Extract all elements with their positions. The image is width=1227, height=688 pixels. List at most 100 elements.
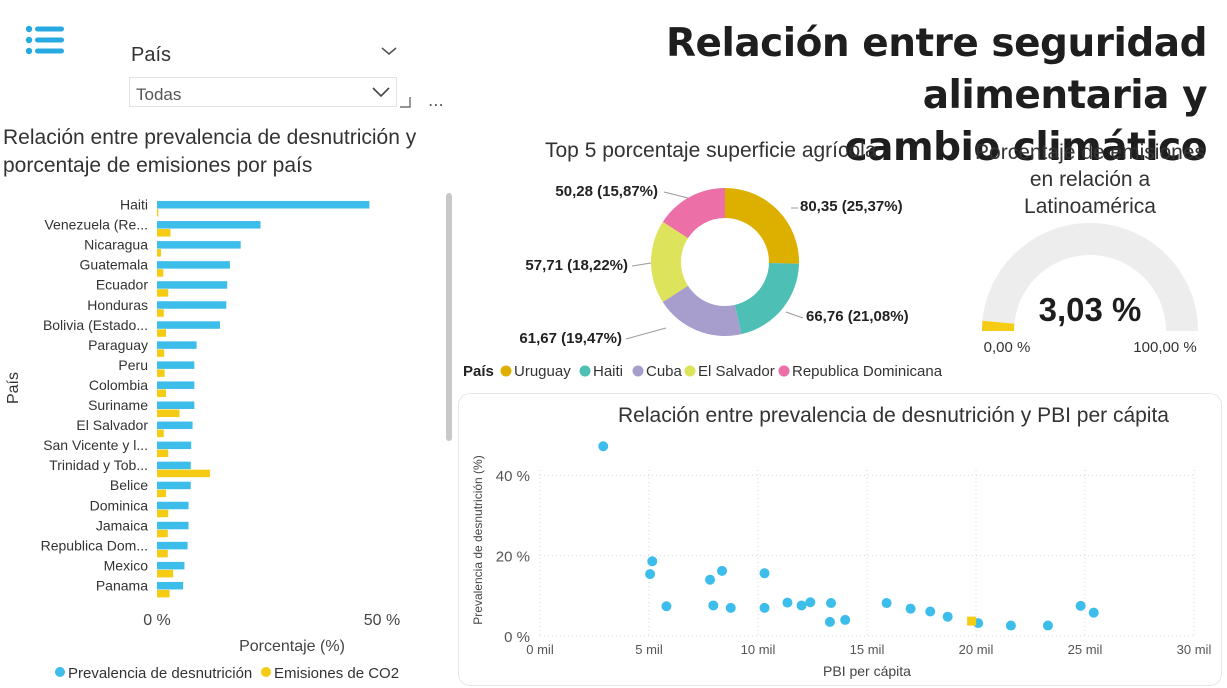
bar-emisiones (157, 429, 164, 438)
scatter-point (824, 616, 835, 627)
gauge-min-label: 0,00 % (984, 339, 1031, 356)
scatter-point (805, 597, 816, 608)
y-tick-label: 20 % (496, 549, 530, 566)
bar-emisiones (157, 349, 165, 357)
category-label: Panama (96, 577, 148, 593)
menu-icon[interactable] (25, 25, 65, 57)
legend-label-prevalencia: Prevalencia de desnutrición (68, 665, 252, 682)
scatter-point (942, 611, 953, 622)
category-label: Guatemala (80, 257, 149, 273)
donut-slice (662, 285, 742, 336)
more-options-icon[interactable]: ⋯ (428, 97, 445, 114)
bar-prevalencia (157, 281, 228, 289)
x-tick-label: 10 mil (741, 642, 776, 657)
bar-prevalencia (157, 561, 185, 570)
bar-emisiones (157, 249, 162, 257)
bar-prevalencia (157, 381, 195, 389)
x-tick-label: 50 % (364, 612, 400, 629)
chevron-down-icon[interactable] (380, 44, 398, 58)
legend-label: Uruguay (514, 363, 571, 380)
scatter-point (759, 602, 770, 613)
donut-chart-title: Top 5 porcentaje superficie agrícola (545, 139, 877, 162)
donut-slice (725, 188, 799, 264)
slice-data-label: 57,71 (18,22%) (525, 257, 628, 274)
bar-prevalencia (157, 361, 195, 369)
gauge-title-line-3: Latinoamérica (1024, 195, 1156, 218)
bar-prevalencia (157, 481, 191, 490)
bar-emisiones (157, 309, 164, 317)
bar-prevalencia (157, 581, 184, 590)
bar-prevalencia (157, 301, 227, 309)
bar-emisiones (157, 449, 169, 458)
legend-label: Cuba (646, 363, 683, 380)
chevron-down-icon (372, 87, 390, 98)
scatter-point (796, 600, 807, 611)
leader-line (663, 191, 689, 199)
bar-emisiones (157, 209, 159, 217)
page-title-line-1: Relación entre seguridad alimentaria y (665, 21, 1208, 118)
gauge-title-line-1: Porcentaje de emisiones (975, 141, 1205, 164)
legend-label: Haiti (593, 363, 623, 380)
scrollbar[interactable] (446, 193, 452, 441)
category-label: Colombia (89, 377, 148, 393)
category-label: Ecuador (96, 277, 148, 293)
country-dropdown[interactable]: Todas (129, 77, 397, 107)
scatter-point (840, 614, 851, 625)
bar-chart-title: Relación entre prevalencia de desnutrici… (3, 124, 458, 180)
bar-prevalencia (157, 401, 195, 409)
donut-slice (734, 263, 799, 335)
leader-line (785, 311, 804, 319)
y-axis-label: País (5, 372, 22, 404)
x-tick-label: 0 mil (526, 642, 554, 657)
category-label: Haiti (120, 197, 148, 213)
category-label: Dominica (90, 497, 149, 513)
scatter-point (782, 597, 793, 608)
scatter-point (708, 600, 719, 611)
bar-emisiones (157, 529, 168, 538)
slice-data-label: 80,35 (25,37%) (800, 198, 903, 215)
legend-marker-emisiones (261, 667, 271, 677)
category-label: Trinidad y Tob... (49, 457, 148, 473)
scatter-point (717, 565, 728, 576)
scatter-point (647, 556, 658, 567)
category-label: Nicaragua (84, 237, 148, 253)
category-label: San Vicente y l... (43, 437, 148, 453)
category-label: Belice (110, 477, 148, 493)
leader-line (625, 327, 667, 340)
bar-emisiones (157, 369, 165, 377)
bar-prevalencia (157, 461, 191, 470)
x-tick-label: 25 mil (1068, 642, 1103, 657)
scatter-point (1005, 620, 1016, 631)
legend-label: Republica Dominicana (792, 363, 943, 380)
category-label: Republica Dom... (41, 537, 148, 553)
y-axis-label: Prevalencia de desnutrición (%) (471, 455, 485, 624)
legend-marker-prevalencia (55, 667, 65, 677)
legend-marker (684, 365, 696, 377)
category-label: Peru (118, 357, 148, 373)
focus-mode-icon[interactable] (400, 97, 412, 109)
category-label: Honduras (87, 297, 148, 313)
y-tick-label: 40 % (496, 468, 530, 485)
scatter-highlight-point (967, 616, 977, 626)
legend-marker (778, 365, 790, 377)
scatter-point (759, 568, 770, 579)
bar-prevalencia (157, 321, 220, 329)
legend-marker (500, 365, 512, 377)
scatter-point (705, 574, 716, 585)
category-label: Bolivia (Estado... (43, 317, 148, 333)
legend-title: País (463, 363, 494, 380)
slicer-title: País (131, 44, 172, 66)
category-label: El Salvador (76, 417, 148, 433)
category-label: Mexico (104, 557, 149, 573)
bar-emisiones (157, 589, 170, 598)
scatter-chart-title: Relación entre prevalencia de desnutrici… (618, 404, 1169, 427)
dropdown-value: Todas (136, 85, 182, 104)
bar-prevalencia (157, 441, 192, 450)
x-axis-label: PBI per cápita (823, 663, 911, 679)
bar-emisiones (157, 409, 180, 417)
category-label: Suriname (88, 397, 148, 413)
legend-marker (632, 365, 644, 377)
bar-prevalencia (157, 261, 230, 269)
bar-emisiones (157, 389, 166, 397)
page-title-line-2: cambio climático (844, 125, 1208, 170)
